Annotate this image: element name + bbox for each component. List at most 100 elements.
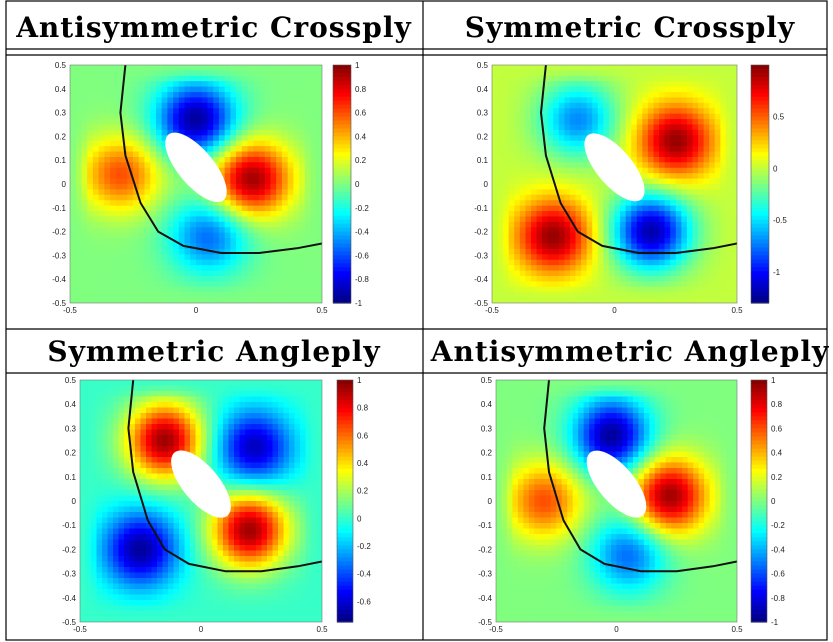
heatmap-cell <box>236 205 243 212</box>
heatmap-cell <box>228 457 235 464</box>
heatmap-cell <box>161 292 168 299</box>
heatmap-cell <box>75 86 83 93</box>
heatmap-cell <box>300 424 307 431</box>
heatmap-cell <box>213 200 220 207</box>
heatmap-cell <box>247 146 254 153</box>
heatmap-cell <box>91 462 98 469</box>
heatmap-cell <box>586 259 593 266</box>
heatmap-cell <box>70 156 77 163</box>
heatmap-cell <box>514 216 521 223</box>
heatmap-cell <box>675 297 682 303</box>
heatmap-cell <box>144 167 151 174</box>
heatmap-cell <box>162 479 169 486</box>
heatmap-cell <box>161 124 168 131</box>
x-tick-label: 0 <box>194 306 199 315</box>
heatmap-cell <box>75 70 83 77</box>
heatmap-cell <box>709 129 716 136</box>
heatmap-cell <box>245 424 252 431</box>
heatmap-cell <box>553 232 560 239</box>
heatmap-cell <box>503 275 510 282</box>
heatmap-cell <box>536 265 543 272</box>
heatmap-cell <box>293 297 300 303</box>
heatmap-cell <box>653 129 660 136</box>
heatmap-cell <box>299 189 306 196</box>
heatmap-cell <box>155 211 163 218</box>
heatmap-cell <box>161 129 168 136</box>
heatmap-cell <box>264 238 272 245</box>
heatmap-cell <box>190 81 197 88</box>
heatmap-cell <box>104 108 111 115</box>
heatmap-cell <box>304 129 312 136</box>
heatmap-cell <box>670 156 677 163</box>
colorbar-tick-label: 0.5 <box>773 113 785 122</box>
heatmap-cell <box>725 189 733 196</box>
heatmap-cell <box>190 402 197 409</box>
heatmap-cell <box>161 243 168 250</box>
heatmap-cell <box>686 146 694 153</box>
heatmap-cell <box>283 429 290 436</box>
heatmap-cell <box>155 119 163 126</box>
heatmap-cell <box>675 254 682 261</box>
heatmap-cell <box>267 446 274 453</box>
heatmap-cell <box>592 259 599 266</box>
heatmap-cell <box>294 479 301 486</box>
heatmap-cell <box>92 243 100 250</box>
heatmap-cell <box>245 473 252 480</box>
heatmap-cell <box>110 129 117 136</box>
heatmap-cell <box>725 221 733 228</box>
heatmap-cell <box>287 119 294 126</box>
heatmap-cell <box>224 129 231 136</box>
heatmap-cell <box>267 391 274 398</box>
heatmap-cell <box>87 194 94 201</box>
heatmap-cell <box>178 113 186 120</box>
heatmap-cell <box>256 424 263 431</box>
heatmap-cell <box>603 297 610 303</box>
heatmap-cell <box>564 265 571 272</box>
heatmap-cell <box>305 479 312 486</box>
heatmap-cell <box>178 281 186 288</box>
heatmap-cell <box>196 108 203 115</box>
heatmap-cell <box>586 189 593 196</box>
heatmap-cell <box>497 129 504 136</box>
heatmap-cell <box>270 86 277 93</box>
heatmap-cell <box>569 292 577 299</box>
heatmap-cell <box>653 108 660 115</box>
heatmap-cell <box>253 248 260 255</box>
heatmap-cell <box>597 113 604 120</box>
heatmap-cell <box>287 248 294 255</box>
heatmap-cell <box>530 248 538 255</box>
colorbar-segment <box>751 176 769 181</box>
heatmap-cell <box>259 270 266 277</box>
heatmap-cell <box>536 200 543 207</box>
heatmap-cell <box>121 162 128 169</box>
heatmap-cell <box>155 286 163 293</box>
heatmap-cell <box>508 65 515 72</box>
heatmap-cell <box>670 297 677 303</box>
heatmap-cell <box>647 97 655 104</box>
heatmap-cell <box>698 211 705 218</box>
heatmap-cell <box>228 407 235 414</box>
heatmap-cell <box>304 156 312 163</box>
heatmap-cell <box>642 194 649 201</box>
heatmap-cell <box>256 429 263 436</box>
heatmap-field <box>70 65 322 303</box>
heatmap-cell <box>300 446 307 453</box>
heatmap-cell <box>264 156 272 163</box>
heatmap-cell <box>184 70 191 77</box>
heatmap-cell <box>536 92 543 99</box>
heatmap-cell <box>519 189 527 196</box>
heatmap-cell <box>608 70 616 77</box>
heatmap-cell <box>133 216 140 223</box>
heatmap-cell <box>497 162 504 169</box>
colorbar-tick-label: -0.4 <box>355 228 369 237</box>
heatmap-cell <box>247 124 254 131</box>
heatmap-cell <box>586 232 593 239</box>
heatmap-cell <box>70 232 77 239</box>
heatmap-cell <box>259 119 266 126</box>
heatmap-cell <box>281 173 289 180</box>
heatmap-cell <box>703 184 710 191</box>
heatmap-cell <box>299 75 306 82</box>
heatmap-cell <box>675 211 682 218</box>
heatmap-cell <box>234 380 241 387</box>
heatmap-cell <box>281 194 289 201</box>
